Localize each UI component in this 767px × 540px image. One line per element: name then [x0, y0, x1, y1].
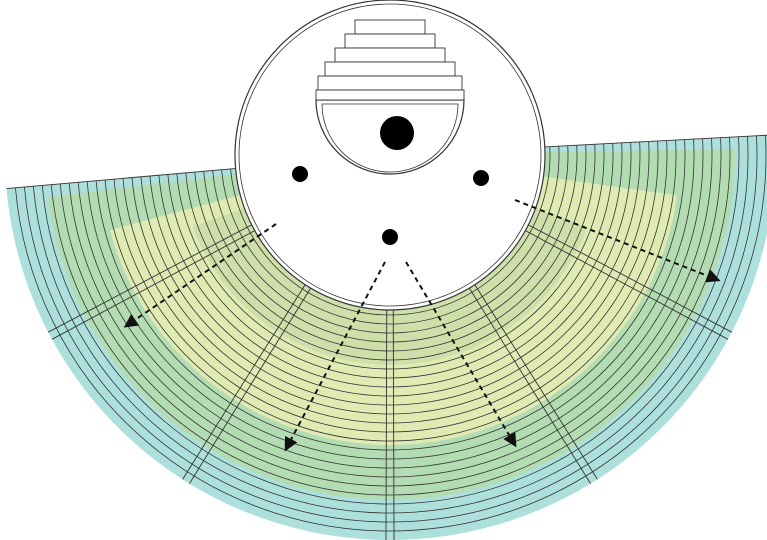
aisle-line [474, 284, 598, 480]
aisle-line [182, 284, 306, 480]
source-center [382, 229, 398, 245]
seat-row [212, 145, 569, 334]
aisle-line [51, 230, 255, 340]
aisles [6, 134, 767, 540]
seat-row [230, 146, 551, 316]
seat-row [15, 135, 767, 532]
seat-row [68, 138, 713, 478]
sound-arrow [123, 223, 277, 328]
seat-row [95, 139, 686, 451]
seat-row [203, 145, 578, 343]
seat-row [113, 140, 668, 433]
aisle-line [528, 224, 733, 333]
seat-rows [15, 135, 767, 532]
source-left [292, 166, 308, 182]
seat-row [23, 135, 758, 523]
aisle-line [468, 287, 591, 484]
seat-row [176, 143, 605, 370]
seat-row [194, 144, 587, 352]
seat-row [59, 137, 722, 487]
seat-row [158, 142, 623, 388]
seat-row [131, 141, 650, 415]
cavea-edge [539, 134, 767, 148]
aisle-line [525, 230, 729, 340]
seat-row [41, 136, 740, 505]
seat-row [32, 136, 749, 514]
orchestra-rim [238, 3, 542, 307]
stage-inner [321, 103, 459, 173]
source-main [380, 116, 414, 150]
aisle-line [47, 224, 252, 333]
seat-row [149, 142, 632, 397]
stage-steps [315, 19, 465, 101]
seat-row [50, 137, 731, 496]
seat-row [104, 140, 677, 442]
seat-row [140, 141, 641, 406]
sound-arrow [514, 199, 721, 283]
aisle-line [189, 287, 312, 484]
acoustic-zones [6, 135, 767, 540]
seat-row [167, 143, 614, 379]
source-right [473, 170, 489, 186]
cavea-edge [6, 167, 241, 190]
aisle-line [385, 309, 388, 540]
zone-core [192, 206, 588, 366]
aisle-line [392, 309, 395, 540]
seat-row [185, 144, 596, 361]
seat-row [122, 140, 659, 424]
seat-row [221, 146, 560, 325]
